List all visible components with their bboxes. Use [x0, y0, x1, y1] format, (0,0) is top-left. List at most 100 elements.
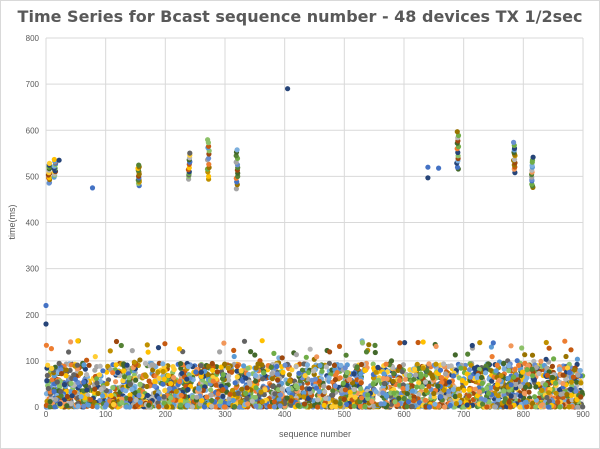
data-point — [333, 404, 339, 410]
data-point — [352, 394, 358, 400]
data-point — [206, 155, 212, 161]
data-point — [217, 402, 223, 408]
data-point — [343, 352, 349, 358]
data-point — [260, 376, 266, 382]
data-point — [137, 357, 143, 363]
data-point — [152, 378, 158, 384]
data-point — [235, 390, 241, 396]
data-point — [467, 374, 473, 380]
data-point — [289, 367, 295, 373]
data-point — [165, 373, 171, 379]
data-point — [170, 364, 176, 370]
data-point — [566, 369, 573, 375]
data-point — [358, 386, 364, 392]
data-point — [215, 391, 221, 397]
data-point — [239, 386, 245, 392]
data-point — [95, 390, 101, 397]
data-point — [58, 388, 64, 395]
data-point — [232, 404, 238, 410]
data-point — [145, 392, 151, 398]
data-point — [544, 372, 550, 378]
data-point — [506, 399, 512, 405]
data-point — [321, 402, 327, 408]
data-point — [209, 403, 215, 409]
data-point — [249, 398, 255, 404]
data-point — [416, 392, 422, 398]
data-point — [354, 365, 360, 371]
data-point — [185, 387, 191, 393]
data-point — [486, 390, 492, 396]
data-point — [253, 378, 259, 384]
data-point — [53, 396, 59, 402]
data-point — [160, 368, 166, 375]
data-point — [529, 366, 535, 372]
data-point — [238, 368, 244, 374]
data-point — [414, 384, 420, 390]
data-point — [574, 397, 580, 403]
data-point — [522, 384, 529, 390]
y-tick-label: 100 — [26, 357, 40, 366]
data-point — [193, 369, 199, 375]
data-point — [400, 362, 406, 368]
data-point — [322, 389, 328, 395]
data-point — [488, 344, 494, 350]
y-tick-label: 600 — [26, 126, 40, 135]
data-point — [574, 356, 581, 362]
data-point — [198, 363, 204, 369]
data-point — [373, 369, 379, 375]
data-point — [232, 380, 238, 386]
data-point — [426, 383, 432, 389]
data-point — [213, 382, 219, 388]
data-point — [156, 403, 162, 410]
data-point — [464, 371, 470, 377]
data-point — [412, 366, 418, 372]
data-point — [277, 392, 283, 398]
data-point — [358, 380, 364, 386]
data-point — [47, 399, 53, 405]
data-point — [218, 364, 224, 370]
data-point — [400, 382, 406, 388]
data-point — [68, 339, 74, 345]
data-point — [259, 338, 265, 344]
data-point — [472, 386, 478, 392]
data-point — [162, 387, 168, 394]
data-point — [383, 361, 389, 367]
data-point — [156, 395, 162, 402]
y-tick-label: 500 — [26, 172, 40, 181]
data-point — [510, 139, 517, 145]
data-point — [447, 402, 453, 409]
data-point — [415, 339, 421, 346]
data-point — [274, 363, 280, 370]
data-point — [411, 398, 417, 404]
data-point — [51, 388, 57, 394]
data-point — [532, 394, 538, 400]
data-point — [522, 352, 528, 358]
data-point — [516, 362, 522, 368]
data-point — [220, 372, 226, 378]
data-point — [226, 377, 232, 383]
data-point — [68, 380, 74, 386]
data-point — [424, 368, 430, 374]
data-point — [252, 352, 258, 358]
data-point — [536, 370, 542, 377]
data-point — [303, 354, 309, 360]
data-point — [233, 186, 239, 192]
data-point — [526, 371, 532, 377]
data-point — [425, 164, 431, 170]
data-point — [49, 365, 55, 371]
data-point — [513, 381, 519, 388]
data-point — [530, 373, 536, 379]
data-point — [479, 374, 485, 381]
data-point — [198, 373, 204, 379]
data-point — [332, 377, 338, 383]
data-point — [100, 393, 106, 399]
data-point — [209, 397, 215, 404]
data-point — [209, 360, 215, 367]
data-point — [422, 379, 429, 385]
data-point — [420, 339, 426, 345]
data-point — [155, 369, 161, 375]
data-point — [146, 378, 152, 384]
data-point — [530, 154, 536, 160]
data-point — [383, 392, 389, 398]
data-point — [370, 361, 376, 367]
